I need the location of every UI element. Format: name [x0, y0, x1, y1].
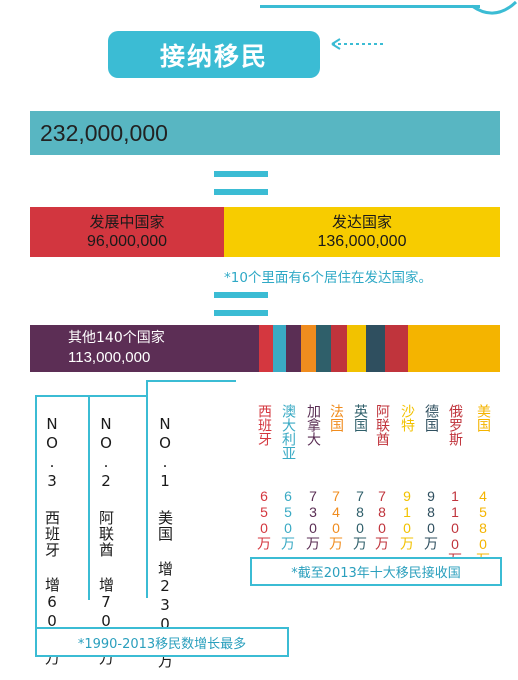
country-value-label: 4580万: [475, 488, 491, 566]
country-name: 西班牙: [256, 404, 272, 446]
developed-label: 发达国家: [331, 213, 392, 231]
countries-bar: 其他140个国家 113,000,000: [30, 325, 501, 372]
others-label: 其他140个国家: [68, 330, 165, 346]
country-stripe: [285, 325, 301, 372]
country-value-label: 780万: [352, 488, 368, 550]
country-value-label: 980万: [423, 488, 439, 550]
leader-line: [35, 395, 37, 657]
country-name: 美国: [475, 404, 491, 432]
country-value-label: 780万: [374, 488, 390, 550]
others-label-group: 其他140个国家 113,000,000: [68, 329, 165, 367]
increase-note: *1990-2013移民数增长最多: [35, 627, 289, 657]
country-name: 澳大利亚: [280, 404, 296, 460]
country-stripe: [365, 325, 386, 372]
leader-line: [146, 380, 148, 598]
swoosh-decoration-icon: [471, 0, 518, 15]
country-stripe: [330, 325, 348, 372]
country-value-label: 740万: [328, 488, 344, 550]
leader-line: [146, 380, 236, 382]
increase-no2: NO.2 阿联酋 增700万: [97, 415, 115, 666]
country-value-label: 910万: [399, 488, 415, 550]
country-name: 英国: [352, 404, 368, 432]
total-migrants-value: 232,000,000: [40, 119, 168, 146]
country-stripe: [346, 325, 366, 372]
developing-label: 发展中国家: [89, 213, 165, 231]
country-name: 德国: [423, 404, 439, 432]
developed-segment: 发达国家 136,000,000: [224, 207, 500, 257]
leader-line: [35, 395, 90, 397]
country-name: 沙特: [399, 404, 415, 432]
developing-segment: 发展中国家 96,000,000: [30, 207, 224, 257]
top10-note: *截至2013年十大移民接收国: [250, 557, 502, 586]
equals-sign-icon: [214, 167, 268, 201]
country-stripe: [384, 325, 408, 372]
country-value-label: 1100万: [447, 488, 463, 566]
developing-value: 96,000,000: [86, 233, 168, 250]
equals-sign-icon: [214, 288, 268, 322]
leader-line: [88, 395, 148, 397]
developed-value: 136,000,000: [317, 233, 407, 250]
country-stripe: [407, 325, 501, 372]
country-name: 加拿大: [305, 404, 321, 446]
increase-no3: NO.3 西班牙 增600万: [43, 415, 61, 666]
top-decoration-line: [260, 5, 480, 8]
total-migrants-bar: 232,000,000: [30, 111, 500, 155]
country-name: 俄罗斯: [447, 404, 463, 446]
arrow-decoration-icon: [331, 38, 386, 50]
country-value-label: 650万: [280, 488, 296, 550]
country-name: 法国: [328, 404, 344, 432]
leader-line: [88, 395, 90, 600]
country-name: 阿联酋: [374, 404, 390, 446]
country-value-label: 730万: [305, 488, 321, 550]
developed-note: *10个里面有6个居住在发达国家。: [224, 270, 433, 286]
increase-no1: NO.1 美国 增2300万: [156, 415, 174, 669]
others-value: 113,000,000: [68, 349, 151, 366]
country-stripe: [300, 325, 316, 372]
country-value-label: 650万: [256, 488, 272, 550]
country-stripe: [258, 325, 273, 372]
country-stripe: [272, 325, 286, 372]
development-split-bar: 发展中国家 96,000,000 发达国家 136,000,000: [30, 207, 500, 257]
country-stripe: [315, 325, 332, 372]
others-segment: [30, 325, 259, 372]
page-title: 接纳移民: [108, 31, 320, 78]
